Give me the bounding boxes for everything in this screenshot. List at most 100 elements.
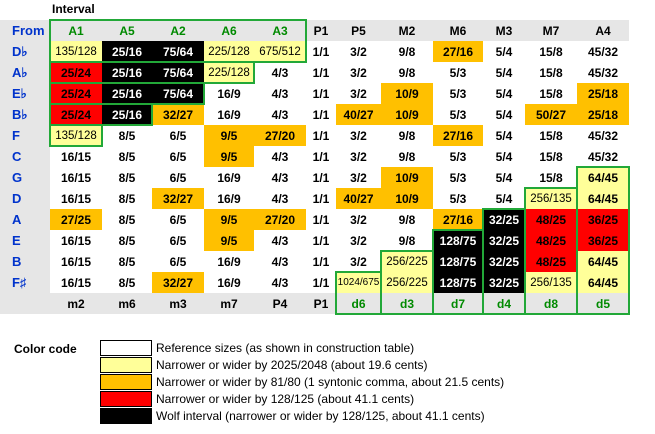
interval-cell: 5/4 xyxy=(483,167,525,188)
interval-cell: 10/9 xyxy=(381,104,433,125)
interval-cell: 16/15 xyxy=(50,272,102,293)
interval-cell: 5/4 xyxy=(483,104,525,125)
interval-cell: 9/5 xyxy=(204,230,254,251)
interval-cell: 135/128 xyxy=(50,41,102,62)
interval-cell: 8/5 xyxy=(102,167,152,188)
legend-label: Narrower or wider by 128/125 (about 41.1… xyxy=(156,392,415,406)
row-header: E xyxy=(0,230,50,251)
interval-cell: 48/25 xyxy=(525,209,577,230)
interval-cell: 15/8 xyxy=(525,41,577,62)
interval-cell: 4/3 xyxy=(254,104,306,125)
interval-cell: 6/5 xyxy=(152,251,204,272)
column-header: A5 xyxy=(102,20,152,41)
interval-cell: 3/2 xyxy=(336,209,381,230)
interval-cell: 5/4 xyxy=(483,125,525,146)
interval-cell: 27/25 xyxy=(50,209,102,230)
interval-cell: 3/2 xyxy=(336,146,381,167)
interval-cell: 9/5 xyxy=(204,125,254,146)
interval-cell: 5/3 xyxy=(433,62,483,83)
interval-cell: 45/32 xyxy=(577,62,629,83)
row-header: A xyxy=(0,209,50,230)
interval-cell: 15/8 xyxy=(525,62,577,83)
interval-cell: 4/3 xyxy=(254,272,306,293)
interval-cell: 1024/675 xyxy=(336,272,381,293)
interval-cell: 1/1 xyxy=(306,167,336,188)
interval-cell: 5/3 xyxy=(433,146,483,167)
interval-cell: 5/3 xyxy=(433,167,483,188)
interval-cell: 1/1 xyxy=(306,125,336,146)
interval-cell: 32/27 xyxy=(152,188,204,209)
interval-cell: 5/4 xyxy=(483,41,525,62)
interval-cell: 25/24 xyxy=(50,83,102,104)
column-header: M3 xyxy=(483,20,525,41)
column-header: M7 xyxy=(525,20,577,41)
interval-cell: 16/15 xyxy=(50,230,102,251)
interval-cell: 50/27 xyxy=(525,104,577,125)
interval-cell: 36/25 xyxy=(577,209,629,230)
interval-title: Interval xyxy=(52,2,95,16)
interval-cell: 256/135 xyxy=(525,188,577,209)
interval-cell: 10/9 xyxy=(381,83,433,104)
interval-cell: 6/5 xyxy=(152,167,204,188)
interval-cell: 45/32 xyxy=(577,41,629,62)
column-header-bottom: m3 xyxy=(152,293,204,314)
interval-cell: 15/8 xyxy=(525,146,577,167)
interval-cell: 9/8 xyxy=(381,125,433,146)
interval-cell: 8/5 xyxy=(102,272,152,293)
interval-cell: 9/5 xyxy=(204,209,254,230)
column-header: P5 xyxy=(336,20,381,41)
interval-cell: 16/15 xyxy=(50,188,102,209)
column-header: M2 xyxy=(381,20,433,41)
interval-cell: 25/18 xyxy=(577,83,629,104)
interval-cell: 225/128 xyxy=(204,62,254,83)
legend-item: Narrower or wider by 2025/2048 (about 19… xyxy=(100,357,555,374)
legend-label: Narrower or wider by 81/80 (1 syntonic c… xyxy=(156,375,505,389)
interval-cell: 128/75 xyxy=(433,230,483,251)
interval-cell: 25/16 xyxy=(102,104,152,125)
row-header: F xyxy=(0,125,50,146)
interval-cell: 27/20 xyxy=(254,125,306,146)
interval-cell: 1/1 xyxy=(306,272,336,293)
interval-cell: 6/5 xyxy=(152,146,204,167)
table-row: D♭ 135/128 25/16 75/64 225/128 675/512 1/1 3/2 9… xyxy=(0,41,629,62)
column-header-bottom: d5 xyxy=(577,293,629,314)
interval-cell: 15/8 xyxy=(525,83,577,104)
interval-cell: 48/25 xyxy=(525,251,577,272)
column-header: M6 xyxy=(433,20,483,41)
column-header-bottom: d8 xyxy=(525,293,577,314)
interval-cell: 6/5 xyxy=(152,230,204,251)
interval-cell: 8/5 xyxy=(102,188,152,209)
interval-cell: 48/25 xyxy=(525,230,577,251)
interval-cell: 5/3 xyxy=(433,83,483,104)
interval-cell: 10/9 xyxy=(381,167,433,188)
column-header: P1 xyxy=(306,20,336,41)
column-header: A4 xyxy=(577,20,629,41)
interval-cell: 225/128 xyxy=(204,41,254,62)
interval-cell: 5/3 xyxy=(433,104,483,125)
row-header: E♭ xyxy=(0,83,50,104)
column-header-bottom: d4 xyxy=(483,293,525,314)
table-row: C 16/15 8/5 6/5 9/5 4/3 1/1 3/2 9/8 5/3 5/4 15/8 45/… xyxy=(0,146,629,167)
interval-cell: 3/2 xyxy=(336,251,381,272)
interval-cell: 5/4 xyxy=(483,62,525,83)
table-row: E 16/15 8/5 6/5 9/5 4/3 1/1 3/2 9/8 128/75 32/25 48… xyxy=(0,230,629,251)
interval-cell: 256/225 xyxy=(381,272,433,293)
interval-cell: 10/9 xyxy=(381,188,433,209)
interval-cell: 1/1 xyxy=(306,62,336,83)
row-header: F♯ xyxy=(0,272,50,293)
header-row-top: From A1 A5 A2 A6 A3 P1 P5 M2 M6 M3 M7 A4 xyxy=(0,20,629,41)
interval-cell: 1/1 xyxy=(306,251,336,272)
interval-cell: 128/75 xyxy=(433,272,483,293)
interval-cell: 6/5 xyxy=(152,125,204,146)
column-header-bottom: P4 xyxy=(254,293,306,314)
interval-cell: 256/225 xyxy=(381,251,433,272)
interval-cell: 3/2 xyxy=(336,167,381,188)
interval-cell: 9/8 xyxy=(381,41,433,62)
interval-cell: 1/1 xyxy=(306,230,336,251)
interval-cell: 27/16 xyxy=(433,209,483,230)
column-header-bottom: m2 xyxy=(50,293,102,314)
table-row: F♯ 16/15 8/5 32/27 16/9 4/3 1/1 1024/675 256/225… xyxy=(0,272,629,293)
interval-cell: 1/1 xyxy=(306,41,336,62)
interval-cell: 6/5 xyxy=(152,209,204,230)
interval-cell: 3/2 xyxy=(336,62,381,83)
